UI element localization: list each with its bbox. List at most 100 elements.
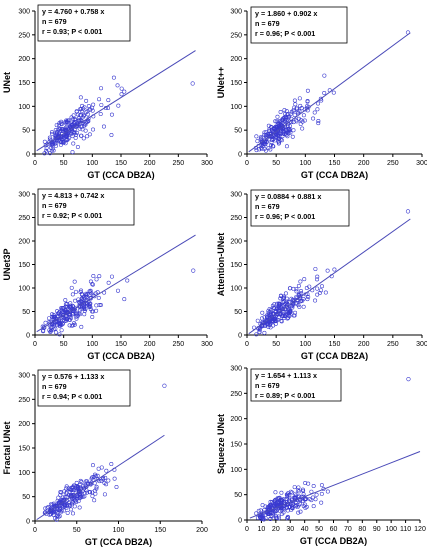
scatter-point <box>297 96 302 101</box>
scatter-point <box>68 507 73 512</box>
scatter-point <box>267 512 272 517</box>
scatter-point <box>106 478 111 483</box>
x-tick-label: 50 <box>60 341 68 348</box>
scatter-points <box>42 75 195 156</box>
scatter-point <box>275 132 280 137</box>
chart-panel-unet3p: 0 50 100 150 200 250 300 0 50 100 150 200 250 300 GT (… <box>2 188 213 361</box>
scatter-point <box>266 324 271 329</box>
scatter-point <box>61 306 66 311</box>
x-tick-label: 200 <box>358 341 370 348</box>
x-axis-title: GT (CCA DB2A) <box>87 351 154 361</box>
scatter-point <box>279 490 284 495</box>
scatter-point <box>49 507 54 512</box>
scatter-point <box>95 473 100 478</box>
scatter-point <box>60 137 65 142</box>
scatter-point <box>69 285 74 290</box>
scatter-point <box>74 289 79 294</box>
scatter-point <box>96 466 101 471</box>
stats-line: y = 0.576 + 1.133 x <box>42 372 104 381</box>
scatter-point <box>300 499 305 504</box>
scatter-point <box>325 489 330 494</box>
scatter-point <box>266 308 271 313</box>
y-tick-label: 100 <box>230 104 242 111</box>
y-tick-label: 50 <box>234 309 242 316</box>
scatter-point <box>273 119 278 124</box>
scatter-point <box>288 309 293 314</box>
x-tick-label: 40 <box>301 526 309 533</box>
x-tick-label: 0 <box>33 341 37 348</box>
scatter-point <box>318 96 323 101</box>
y-tick-label: 0 <box>238 333 242 340</box>
y-axis-title: Attention-UNet <box>216 233 226 297</box>
scatter-point <box>301 113 306 118</box>
x-tick-label: 0 <box>245 341 249 348</box>
scatter-point <box>78 95 83 100</box>
scatter-point <box>262 330 267 335</box>
scatter-point <box>82 312 87 317</box>
scatter-point <box>61 315 66 320</box>
scatter-point <box>119 86 124 91</box>
scatter-point <box>87 132 92 137</box>
x-tick-label: 100 <box>86 160 98 167</box>
x-tick-label: 100 <box>299 160 311 167</box>
scatter-point <box>279 319 284 324</box>
scatter-point <box>109 112 114 117</box>
scatter-point <box>54 129 59 134</box>
scatter-point <box>88 490 93 495</box>
scatter-point <box>266 511 271 516</box>
scatter-point <box>57 323 62 328</box>
scatter-point <box>305 104 310 109</box>
scatter-point <box>278 121 283 126</box>
y-tick-label: 250 <box>18 397 30 404</box>
x-tick-label: 300 <box>416 160 427 167</box>
scatter-point <box>268 507 273 512</box>
scatter-point <box>69 485 74 490</box>
scatter-point <box>302 277 307 282</box>
scatter-point <box>69 307 74 312</box>
scatter-point <box>78 478 83 483</box>
y-tick-label: 300 <box>18 192 30 199</box>
scatter-point <box>294 504 299 509</box>
regression-line <box>249 451 421 519</box>
scatter-point <box>62 128 67 133</box>
scatter-point <box>109 462 114 467</box>
scatter-point <box>316 119 321 124</box>
scatter-point <box>71 511 76 516</box>
scatter-point <box>115 83 120 88</box>
y-axis-title: UNet++ <box>216 67 226 99</box>
scatter-point <box>99 102 104 107</box>
x-axis-title: GT (CCA DB2A) <box>300 536 367 546</box>
scatter-point <box>88 301 93 306</box>
y-tick-label: 50 <box>22 309 30 316</box>
scatter-point <box>273 317 278 322</box>
scatter-point <box>63 298 68 303</box>
scatter-point <box>280 117 285 122</box>
scatter-point <box>76 118 81 123</box>
scatter-point <box>277 306 282 311</box>
x-tick-label: 250 <box>172 341 184 348</box>
scatter-point <box>291 501 296 506</box>
scatter-point <box>289 304 294 309</box>
scatter-point <box>64 124 69 129</box>
scatter-point <box>115 288 120 293</box>
scatter-point <box>88 290 93 295</box>
scatter-point <box>57 507 62 512</box>
scatter-point <box>288 130 293 135</box>
scatter-points <box>40 268 196 337</box>
scatter-point <box>255 318 260 323</box>
x-tick-label: 30 <box>286 526 294 533</box>
y-tick-label: 100 <box>18 470 30 477</box>
y-tick-label: 250 <box>230 391 242 398</box>
scatter-point <box>304 285 309 290</box>
scatter-point <box>268 517 273 522</box>
scatter-point <box>65 132 70 137</box>
y-tick-label: 250 <box>230 32 242 39</box>
scatter-point <box>275 114 280 119</box>
scatter-point <box>290 134 295 139</box>
scatter-point <box>73 135 78 140</box>
x-tick-label: 250 <box>172 160 184 167</box>
y-tick-label: 200 <box>18 239 30 246</box>
scatter-point <box>300 487 305 492</box>
scatter-point <box>292 105 297 110</box>
scatter-point <box>269 140 274 145</box>
